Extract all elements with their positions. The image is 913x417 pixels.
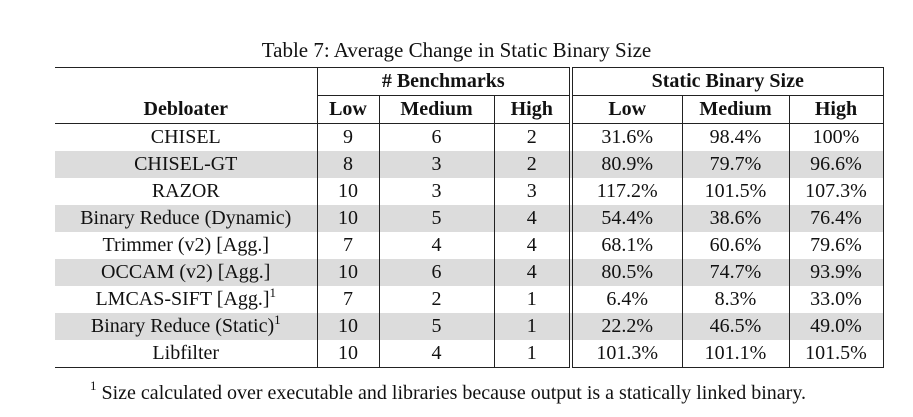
debloater-name-cell: LMCAS-SIFT [Agg.]1: [55, 286, 317, 313]
cell-bench-low: 10: [316, 205, 379, 232]
cell-size-low: 68.1%: [569, 232, 682, 259]
table-row: Libfilter 10 4 1 101.3% 101.1% 101.5%: [55, 340, 884, 368]
cell-bench-medium: 2: [378, 286, 494, 313]
column-header-bench-medium: Medium: [378, 95, 494, 124]
table-row: OCCAM (v2) [Agg.] 10 6 4 80.5% 74.7% 93.9%: [55, 259, 884, 286]
cell-size-low: 6.4%: [569, 286, 682, 313]
debloater-name-cell: Binary Reduce (Static)1: [55, 313, 317, 340]
debloater-name: CHISEL-GT: [134, 153, 238, 175]
debloater-name-cell: OCCAM (v2) [Agg.]: [55, 259, 317, 286]
table-row: LMCAS-SIFT [Agg.]1 7 2 1 6.4% 8.3% 33.0%: [55, 286, 884, 313]
cell-size-medium: 101.5%: [681, 178, 789, 205]
cell-bench-high: 2: [493, 123, 571, 151]
cell-bench-high: 1: [493, 286, 571, 313]
cell-size-low: 80.9%: [569, 151, 682, 178]
cell-size-medium: 38.6%: [681, 205, 789, 232]
cell-bench-high: 4: [493, 259, 571, 286]
table-row: RAZOR 10 3 3 117.2% 101.5% 107.3%: [55, 178, 884, 205]
cell-size-high: 76.4%: [788, 205, 884, 232]
cell-bench-medium: 3: [378, 178, 494, 205]
cell-bench-high: 1: [493, 340, 571, 368]
cell-bench-low: 8: [316, 151, 379, 178]
group-header-benchmarks: # Benchmarks: [316, 67, 571, 96]
cell-bench-medium: 6: [378, 123, 494, 151]
cell-bench-medium: 3: [378, 151, 494, 178]
table-footnote: 1 Size calculated over executable and lib…: [90, 378, 807, 405]
header-blank: [55, 67, 317, 96]
cell-size-low: 117.2%: [569, 178, 682, 205]
column-header-bench-high: High: [493, 95, 571, 124]
debloater-name-cell: CHISEL-GT: [55, 151, 317, 178]
cell-bench-medium: 4: [378, 340, 494, 368]
cell-size-medium: 60.6%: [681, 232, 789, 259]
cell-bench-low: 7: [316, 232, 379, 259]
debloater-name: LMCAS-SIFT [Agg.]: [95, 288, 270, 310]
cell-bench-low: 7: [316, 286, 379, 313]
column-header-debloater: Debloater: [143, 97, 228, 120]
cell-size-medium: 101.1%: [681, 340, 789, 368]
footnote-ref: 1: [269, 285, 277, 300]
footnote-text: Size calculated over executable and libr…: [101, 382, 807, 404]
debloater-name: OCCAM (v2) [Agg.]: [101, 261, 271, 283]
cell-size-high: 93.9%: [788, 259, 884, 286]
table-row: CHISEL 9 6 2 31.6% 98.4% 100%: [55, 123, 884, 151]
cell-bench-medium: 5: [378, 205, 494, 232]
group-header-static-size: Static Binary Size: [569, 67, 884, 96]
table-row: CHISEL-GT 8 3 2 80.9% 79.7% 96.6%: [55, 151, 884, 178]
column-header-size-low: Low: [569, 95, 682, 124]
cell-size-medium: 8.3%: [681, 286, 789, 313]
footnote-mark: 1: [90, 378, 97, 393]
cell-size-medium: 74.7%: [681, 259, 789, 286]
table-caption: Table 7: Average Change in Static Binary…: [261, 38, 652, 62]
debloater-name: CHISEL: [150, 126, 221, 148]
cell-size-high: 33.0%: [788, 286, 884, 313]
cell-bench-medium: 4: [378, 232, 494, 259]
cell-bench-low: 10: [316, 313, 379, 340]
cell-bench-medium: 5: [378, 313, 494, 340]
cell-bench-medium: 6: [378, 259, 494, 286]
cell-bench-high: 4: [493, 232, 571, 259]
debloater-name-cell: Libfilter: [55, 340, 317, 368]
cell-bench-low: 9: [316, 123, 379, 151]
cell-size-low: 54.4%: [569, 205, 682, 232]
cell-bench-high: 4: [493, 205, 571, 232]
cell-size-medium: 46.5%: [681, 313, 789, 340]
table-row: Binary Reduce (Static)1 10 5 1 22.2% 46.5% 49.…: [55, 313, 884, 340]
debloater-name-cell: RAZOR: [55, 178, 317, 205]
cell-bench-high: 1: [493, 313, 571, 340]
cell-size-low: 80.5%: [569, 259, 682, 286]
cell-bench-low: 10: [316, 178, 379, 205]
column-header-size-high: High: [788, 95, 884, 124]
cell-bench-high: 2: [493, 151, 571, 178]
table-row: Trimmer (v2) [Agg.] 7 4 4 68.1% 60.6% 79.6%: [55, 232, 884, 259]
footnote-ref: 1: [274, 312, 281, 327]
cell-size-medium: 79.7%: [681, 151, 789, 178]
column-header-bench-low: Low: [316, 95, 379, 124]
debloater-name: Binary Reduce (Dynamic): [80, 207, 292, 229]
debloater-name: Binary Reduce (Static): [90, 315, 275, 337]
cell-size-high: 79.6%: [788, 232, 884, 259]
cell-size-high: 107.3%: [788, 178, 884, 205]
debloater-name-cell: Trimmer (v2) [Agg.]: [55, 232, 317, 259]
cell-size-low: 22.2%: [569, 313, 682, 340]
debloater-name: Libfilter: [152, 342, 220, 364]
column-header-size-medium: Medium: [681, 95, 789, 124]
cell-size-low: 31.6%: [569, 123, 682, 151]
debloater-name-cell: CHISEL: [55, 123, 317, 151]
cell-bench-low: 10: [316, 340, 379, 368]
binary-size-table: # Benchmarks Static Binary Size Debloate…: [55, 67, 884, 368]
debloater-name: Trimmer (v2) [Agg.]: [102, 234, 269, 256]
debloater-name: RAZOR: [151, 180, 220, 202]
table-row: Binary Reduce (Dynamic) 10 5 4 54.4% 38.6% 76.…: [55, 205, 884, 232]
cell-size-medium: 98.4%: [681, 123, 789, 151]
cell-bench-low: 10: [316, 259, 379, 286]
debloater-name-cell: Binary Reduce (Dynamic): [55, 205, 317, 232]
cell-size-high: 101.5%: [788, 340, 884, 368]
cell-size-high: 96.6%: [788, 151, 884, 178]
cell-bench-high: 3: [493, 178, 571, 205]
cell-size-high: 100%: [788, 123, 884, 151]
cell-size-high: 49.0%: [788, 313, 884, 340]
cell-size-low: 101.3%: [569, 340, 682, 368]
